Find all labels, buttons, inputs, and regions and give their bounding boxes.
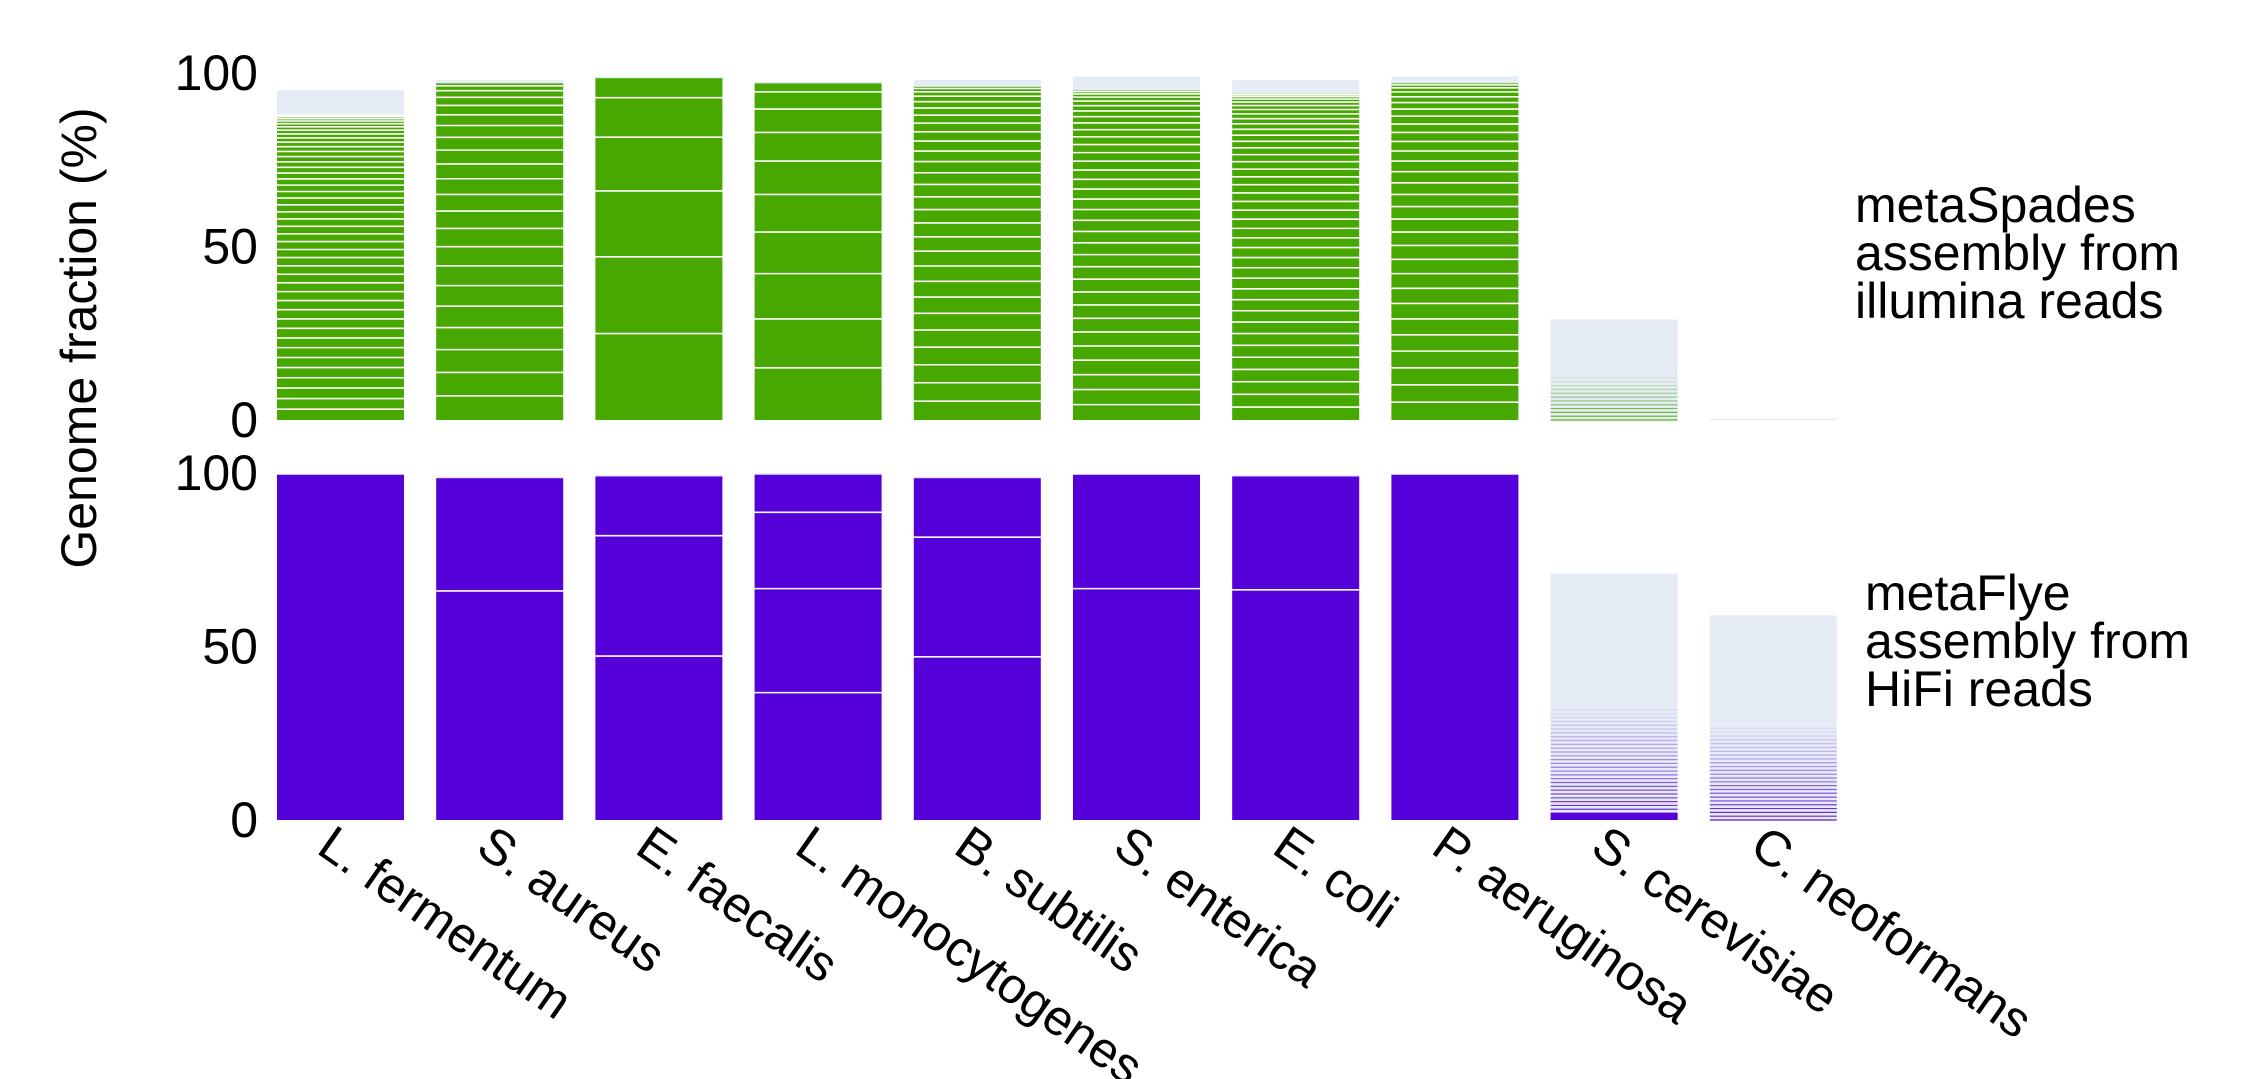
bar-contigs [1232,476,1360,820]
panel-label-line: assembly from [1855,225,2180,281]
bar-contigs [595,476,723,820]
y-axis-label: Genome fraction (%) [51,107,107,568]
bar-contigs [1391,83,1519,420]
y-tick-label: 100 [175,445,258,501]
panel-label-line: metaFlye [1865,565,2071,621]
bar-contigs [1550,813,1678,820]
y-tick-label: 0 [230,792,258,848]
bar-contigs [1391,474,1519,820]
bar-contigs [754,474,882,820]
panel-label-line: assembly from [1865,613,2190,669]
panel-label-line: HiFi reads [1865,661,2093,717]
x-tick-label: C. neoformans [1741,815,2042,1049]
y-tick-label: 100 [175,45,258,101]
bar-contigs [277,114,404,420]
bar-total [1709,418,1837,421]
panel-label-line: illumina reads [1855,273,2163,329]
y-tick-label: 50 [202,219,258,275]
bar-contigs [436,478,564,820]
bar-contigs [1073,474,1200,820]
bar-contigs [913,86,1041,420]
bar-contigs [595,78,723,420]
bar-total [1550,319,1678,420]
bar-contigs [277,474,404,820]
bar-contigs [754,83,882,420]
y-tick-label: 50 [202,619,258,675]
y-tick-label: 0 [230,392,258,448]
bar-contigs [436,83,564,420]
bar-contigs [913,478,1041,820]
panel-label-line: metaSpades [1855,177,2136,233]
